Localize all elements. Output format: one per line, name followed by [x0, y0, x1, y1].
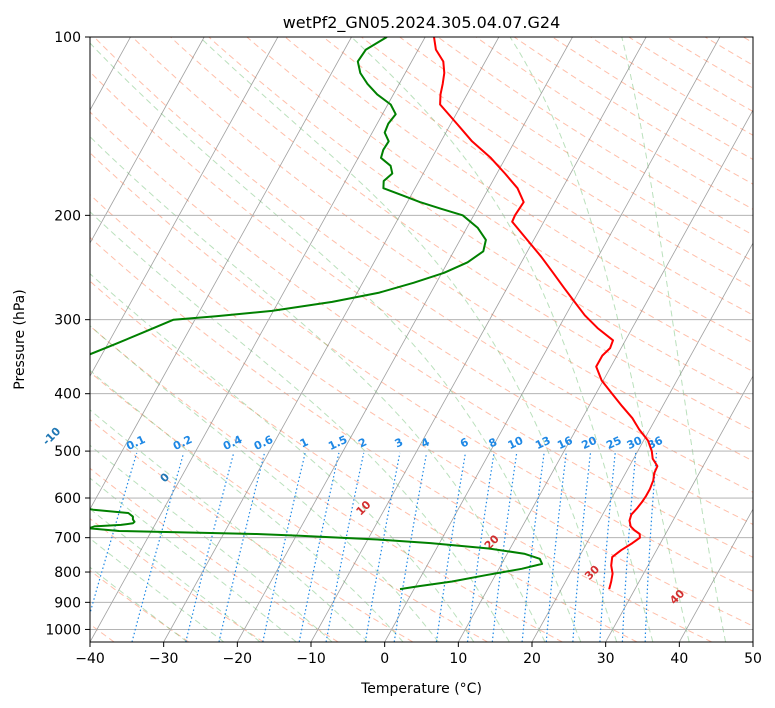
- x-tick-label: −20: [223, 651, 253, 667]
- isotherm-line: [678, 508, 753, 642]
- isotherm-line: [531, 242, 753, 642]
- x-axis-label: Temperature (°C): [360, 681, 482, 697]
- y-tick-label: 800: [54, 565, 81, 581]
- isotherm-line: [457, 109, 753, 642]
- mixing-ratio-line: [262, 452, 306, 642]
- moist-adiabat-line: [90, 42, 582, 642]
- y-axis-label: Pressure (hPa): [12, 289, 28, 389]
- y-tick-label: 200: [54, 208, 81, 224]
- mixing-ratio-line: [131, 452, 185, 642]
- moist-adiabat-line: [199, 37, 618, 642]
- chart-title: wetPf2_GN05.2024.305.04.07.G24: [283, 13, 561, 33]
- x-tick-label: −40: [75, 651, 105, 667]
- dry-adiabat-line: [246, 37, 753, 373]
- dry-adiabat-line: [90, 371, 488, 642]
- mixing-ratio-label: 20: [580, 434, 600, 452]
- dry-adiabat-line: [284, 37, 753, 344]
- y-tick-label: 100: [54, 30, 81, 46]
- mixing-ratio-label: 30: [625, 434, 645, 452]
- dry-adiabat-line: [90, 325, 563, 642]
- y-tick-label: 600: [54, 491, 81, 507]
- mixing-ratio-line: [185, 452, 235, 642]
- dry-adiabat-line: [93, 37, 753, 493]
- isotherm-line: [605, 375, 753, 642]
- y-tick-label: 500: [54, 444, 81, 460]
- y-tick-label: 1000: [45, 622, 81, 638]
- isotherm-line: [310, 37, 647, 642]
- x-tick-label: 10: [449, 651, 467, 667]
- dry-adiabat-line: [90, 152, 753, 592]
- isotherm-line: [236, 37, 573, 642]
- isotherm-line: [163, 37, 500, 642]
- series-layer: [90, 37, 659, 591]
- isotherm-line: [384, 37, 721, 642]
- mixing-ratio-line: [364, 452, 401, 642]
- mixing-ratio-line: [218, 452, 266, 642]
- dry-adiabat-line: [90, 71, 753, 525]
- isotherm-line: [90, 37, 279, 377]
- mixing-ratio-label: 16: [555, 434, 575, 452]
- mixing-ratio-label: 25: [604, 434, 623, 452]
- mixing-ratio-line: [90, 452, 138, 616]
- y-tick-label: 300: [54, 313, 81, 329]
- dry-adiabat-line: [90, 193, 753, 627]
- moist-adiabat-line: [90, 211, 510, 642]
- dry-adiabat-line: [90, 111, 753, 558]
- moist-adiabat-line: [509, 37, 690, 642]
- mixing-ratio-label: 13: [533, 434, 552, 452]
- x-tick-label: 0: [380, 651, 389, 667]
- y-tick-label: 700: [54, 531, 81, 547]
- temperature-profile-line: [433, 37, 659, 590]
- plot-frame: [89, 36, 754, 643]
- x-tick-label: 20: [523, 651, 541, 667]
- moist-adiabat-line: [90, 325, 439, 642]
- isotherm-line: [90, 37, 205, 244]
- dry-adiabat-line: [90, 236, 712, 642]
- dry-adiabat-line: [208, 37, 753, 402]
- x-tick-label: 50: [744, 651, 762, 667]
- x-tick-label: −30: [149, 651, 179, 667]
- moist-adiabat-line: [90, 369, 404, 642]
- x-tick-label: −10: [296, 651, 326, 667]
- y-tick-label: 900: [54, 595, 81, 611]
- x-tick-label: 30: [597, 651, 615, 667]
- moist-adiabat-line: [90, 444, 333, 642]
- dry-adiabat-line: [322, 37, 753, 316]
- mixing-ratio-line: [298, 452, 340, 642]
- mixing-ratio-label: 10: [506, 434, 526, 452]
- moist-adiabat-line: [621, 37, 727, 642]
- axes-layer: −40 −30 −20 −10 0 10 20 30 40 50 1000 900 800 700 600 5…: [45, 30, 762, 667]
- mixing-ratio-line: [325, 452, 365, 642]
- grid-layer: [90, 37, 753, 642]
- isotherm-line: [90, 37, 426, 642]
- dry-adiabat-line: [90, 467, 339, 642]
- moist-adiabat-line: [90, 409, 369, 642]
- y-tick-label: 400: [54, 387, 81, 403]
- dewpoint-profile-line: [90, 37, 544, 591]
- moist-adiabat-line: [90, 273, 475, 642]
- isotherm-line: [90, 37, 352, 510]
- moist-adiabat-line: [351, 37, 654, 642]
- x-tick-label: 40: [670, 651, 688, 667]
